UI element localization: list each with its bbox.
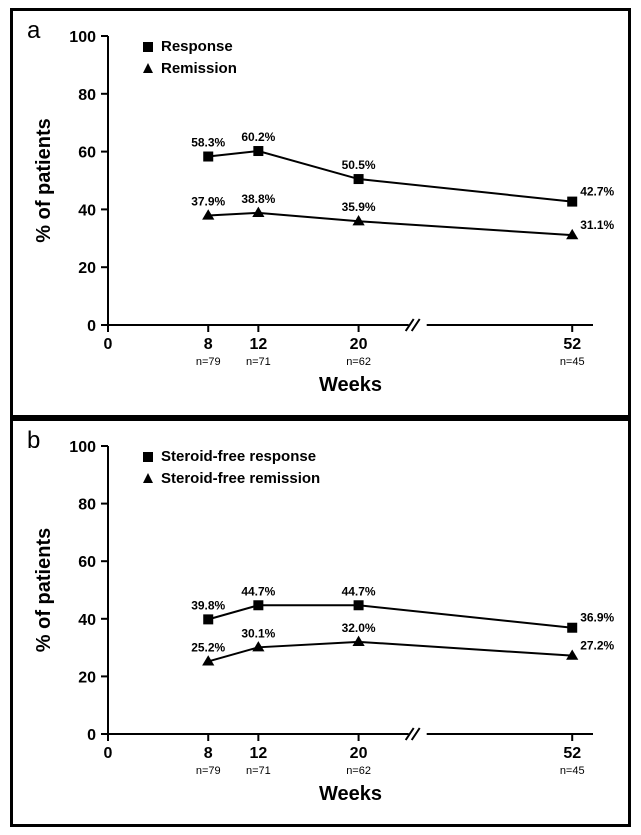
- svg-text:n=71: n=71: [246, 765, 271, 777]
- svg-text:Weeks: Weeks: [319, 783, 382, 805]
- svg-text:% of patients: % of patients: [33, 118, 55, 242]
- svg-text:Steroid-free remission: Steroid-free remission: [161, 470, 320, 487]
- svg-text:Steroid-free response: Steroid-free response: [161, 448, 316, 465]
- svg-text:40: 40: [78, 612, 96, 629]
- svg-text:n=79: n=79: [196, 356, 221, 368]
- svg-text:20: 20: [78, 669, 96, 686]
- svg-text:58.3%: 58.3%: [191, 136, 225, 150]
- svg-text:80: 80: [78, 497, 96, 514]
- svg-text:n=62: n=62: [346, 356, 371, 368]
- svg-text:20: 20: [78, 260, 96, 277]
- svg-text:42.7%: 42.7%: [580, 185, 614, 199]
- chart-b: 0 20 40 60 80 100 0 8 n=79 12 n=71 20 n=62 52 n=45 Week…: [13, 421, 628, 824]
- svg-text:36.9%: 36.9%: [580, 611, 614, 625]
- svg-text:32.0%: 32.0%: [342, 621, 376, 635]
- svg-text:38.8%: 38.8%: [241, 192, 275, 206]
- svg-text:31.1%: 31.1%: [580, 218, 614, 232]
- panel-b: b 0 20 40 60 80 100 0 8 n=79 12 n=71 20 n=62 52 n=45 We…: [10, 418, 631, 827]
- svg-text:27.2%: 27.2%: [580, 639, 614, 653]
- svg-text:20: 20: [350, 745, 368, 762]
- panel-a: a 0 20 40 60 80 100 0 8 n=79 12 n=71 20 n=62 52 n=45 We…: [10, 8, 631, 418]
- svg-text:30.1%: 30.1%: [241, 626, 275, 640]
- svg-text:60: 60: [78, 145, 96, 162]
- svg-text:n=62: n=62: [346, 765, 371, 777]
- svg-text:39.8%: 39.8%: [191, 598, 225, 612]
- svg-text:60.2%: 60.2%: [241, 130, 275, 144]
- panel-a-label: a: [27, 17, 40, 45]
- svg-text:Remission: Remission: [161, 60, 237, 77]
- svg-text:0: 0: [104, 336, 113, 353]
- svg-text:44.7%: 44.7%: [342, 584, 376, 598]
- panel-b-label: b: [27, 427, 40, 455]
- svg-text:8: 8: [204, 336, 213, 353]
- svg-text:0: 0: [87, 318, 96, 335]
- svg-text:37.9%: 37.9%: [191, 194, 225, 208]
- svg-text:52: 52: [563, 336, 581, 353]
- svg-text:40: 40: [78, 202, 96, 219]
- svg-text:52: 52: [563, 745, 581, 762]
- svg-text:60: 60: [78, 554, 96, 571]
- svg-text:20: 20: [350, 336, 368, 353]
- svg-text:n=71: n=71: [246, 356, 271, 368]
- chart-a: 0 20 40 60 80 100 0 8 n=79 12 n=71 20 n=62 52 n=45 Week…: [13, 11, 628, 415]
- svg-text:100: 100: [69, 439, 96, 456]
- svg-text:n=45: n=45: [560, 356, 585, 368]
- svg-text:12: 12: [249, 336, 267, 353]
- svg-text:n=45: n=45: [560, 765, 585, 777]
- figure-container: a 02040608010008n=7912n=7120n=6252n=45We…: [0, 0, 641, 835]
- svg-text:0: 0: [87, 727, 96, 744]
- svg-text:100: 100: [69, 29, 96, 46]
- svg-text:80: 80: [78, 87, 96, 104]
- svg-text:Weeks: Weeks: [319, 374, 382, 396]
- svg-text:12: 12: [249, 745, 267, 762]
- svg-text:Response: Response: [161, 38, 233, 55]
- svg-text:44.7%: 44.7%: [241, 584, 275, 598]
- svg-text:8: 8: [204, 745, 213, 762]
- svg-text:25.2%: 25.2%: [191, 640, 225, 654]
- svg-text:0: 0: [104, 745, 113, 762]
- svg-text:50.5%: 50.5%: [342, 158, 376, 172]
- svg-text:n=79: n=79: [196, 765, 221, 777]
- svg-text:35.9%: 35.9%: [342, 200, 376, 214]
- svg-text:% of patients: % of patients: [33, 528, 55, 652]
